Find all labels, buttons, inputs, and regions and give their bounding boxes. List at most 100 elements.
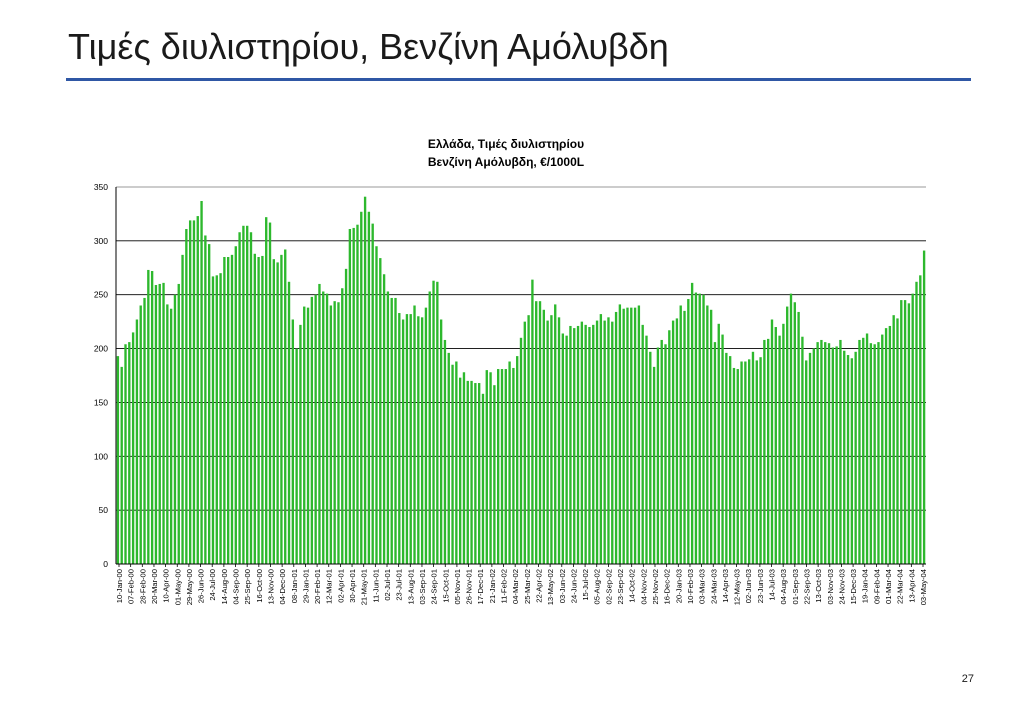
bar xyxy=(649,351,652,564)
x-tick-label: 26-Nov-01 xyxy=(465,569,474,604)
bar xyxy=(291,319,295,564)
x-tick-label: 12-May-03 xyxy=(733,569,742,605)
bar xyxy=(306,307,310,564)
bar xyxy=(675,318,679,564)
bar xyxy=(732,367,736,564)
bar xyxy=(839,339,842,564)
x-tick-label: 11-Jun-01 xyxy=(371,569,380,603)
bar xyxy=(805,360,808,564)
x-tick-label: 20-Jan-03 xyxy=(674,569,683,603)
bar xyxy=(824,342,827,564)
bar xyxy=(333,301,336,564)
x-tick-labels: 10-Jan-00 07-Feb-00 28-Feb-00 20-Mar-00 10-A… xyxy=(115,564,928,605)
chart-subtitle: Βενζίνη Αμόλυβδη, €/1000L xyxy=(428,155,584,169)
x-tick-label: 13-May-02 xyxy=(546,569,555,605)
x-tick-label: 25-Mar-02 xyxy=(523,569,532,604)
x-tick-label: 02-Jul-01 xyxy=(383,569,392,601)
bar xyxy=(877,342,880,564)
bar xyxy=(516,356,519,564)
bar xyxy=(131,332,135,564)
bar xyxy=(744,361,747,564)
bar xyxy=(462,372,466,564)
bar xyxy=(158,283,161,564)
bar xyxy=(557,317,561,564)
bar xyxy=(466,380,469,564)
bar xyxy=(573,328,576,564)
bar xyxy=(253,253,256,564)
bar xyxy=(169,308,173,564)
x-tick-label: 24-Jun-02 xyxy=(569,569,578,603)
x-tick-label: 23-Jul-01 xyxy=(395,569,404,601)
bar xyxy=(143,297,146,564)
bar xyxy=(276,262,279,564)
bar xyxy=(379,258,382,564)
bar xyxy=(200,201,203,564)
bar xyxy=(447,352,450,564)
bar xyxy=(188,220,192,564)
bar xyxy=(405,314,409,564)
bar xyxy=(481,393,485,564)
x-tick-label: 01-Mar-04 xyxy=(884,569,893,604)
bar xyxy=(268,222,272,565)
bar xyxy=(413,305,416,564)
bar xyxy=(428,291,431,564)
x-tick-label: 02-Jun-03 xyxy=(744,569,753,603)
y-tick-label: 200 xyxy=(94,344,108,354)
bar xyxy=(892,315,895,564)
bar xyxy=(341,288,344,564)
bar xyxy=(717,323,720,564)
bar xyxy=(443,339,447,564)
x-tick-label: 16-Dec-02 xyxy=(663,569,672,604)
bar xyxy=(709,309,713,564)
bar xyxy=(835,346,838,564)
bar xyxy=(420,317,424,564)
x-tick-label: 03-Mar-03 xyxy=(698,569,707,604)
bar xyxy=(846,355,850,564)
bar xyxy=(493,385,496,564)
bar xyxy=(827,343,831,564)
bar xyxy=(599,314,603,564)
x-tick-label: 23-Jun-03 xyxy=(756,569,765,603)
bar xyxy=(352,227,355,564)
y-tick-label: 350 xyxy=(94,182,108,192)
bar xyxy=(181,254,184,565)
bar xyxy=(519,337,523,564)
bar xyxy=(881,334,884,564)
chart-title: Ελλάδα, Τιμές διυλιστηρίου xyxy=(428,137,584,151)
x-tick-label: 04-Mar-02 xyxy=(511,569,520,604)
x-tick-label: 22-Sep-03 xyxy=(802,569,811,604)
bar xyxy=(896,318,899,564)
y-tick-label: 0 xyxy=(103,559,108,569)
x-tick-label: 13-Aug-01 xyxy=(406,569,415,604)
bar xyxy=(865,333,869,564)
bar xyxy=(310,296,314,564)
bar xyxy=(371,223,374,564)
x-tick-label: 13-Nov-00 xyxy=(266,569,275,604)
x-tick-label: 25-Nov-02 xyxy=(651,569,660,604)
bar xyxy=(470,380,473,564)
bar xyxy=(436,281,439,564)
bar xyxy=(192,220,196,564)
bar xyxy=(740,361,743,564)
bar xyxy=(204,235,207,564)
bar xyxy=(356,224,359,564)
bar xyxy=(196,216,199,564)
x-tick-label: 03-May-04 xyxy=(919,569,928,605)
bars xyxy=(116,196,926,565)
bar xyxy=(135,319,139,564)
bar xyxy=(713,342,717,564)
page-number: 27 xyxy=(961,673,974,685)
bar xyxy=(257,257,260,564)
bar xyxy=(637,305,641,564)
bar xyxy=(789,293,793,564)
bar xyxy=(409,314,412,564)
bar xyxy=(265,217,268,564)
x-tick-label: 04-Dec-00 xyxy=(278,569,287,604)
bar xyxy=(166,304,169,564)
x-tick-label: 08-Jan-01 xyxy=(290,569,299,603)
bar xyxy=(485,370,488,564)
bar xyxy=(767,338,770,564)
bar xyxy=(919,275,922,564)
bar xyxy=(774,327,777,564)
bar xyxy=(512,367,515,564)
